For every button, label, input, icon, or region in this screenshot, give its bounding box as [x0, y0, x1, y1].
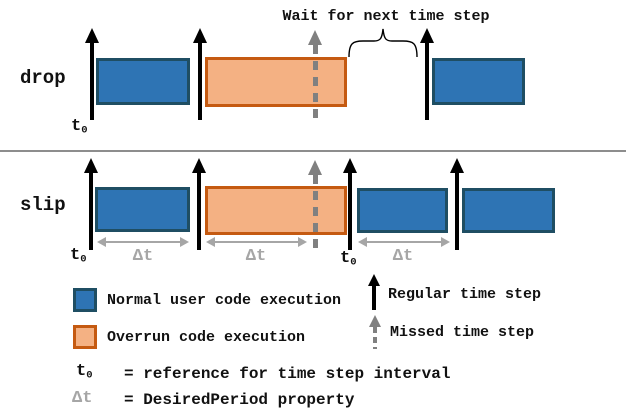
t0-reference-label: t0 — [70, 246, 87, 266]
delta-t-label: Δt — [245, 247, 267, 266]
arrow-head-icon — [368, 274, 380, 286]
regular-time-step-arrow — [85, 28, 99, 120]
t0-base: t — [76, 362, 87, 381]
delta-t-label: Δt — [392, 247, 414, 266]
arrow-shaft — [89, 173, 93, 250]
normal-execution-swatch — [73, 288, 97, 312]
regular-time-step-arrow — [420, 28, 434, 120]
arrow-shaft — [372, 286, 376, 310]
missed-time-step-legend-arrow — [369, 315, 381, 349]
arrow-head-icon — [308, 30, 322, 45]
arrow-shaft — [197, 173, 201, 250]
desired-period-interval-arrow — [97, 237, 189, 247]
t0-reference-label: t0 — [71, 117, 88, 137]
t0-base: t — [70, 246, 81, 265]
overrun-execution-legend-label: Overrun code execution — [107, 329, 306, 346]
regular-time-step-arrow — [192, 158, 206, 250]
t0-base: t — [340, 249, 351, 268]
arrow-head-icon — [343, 158, 357, 173]
missed-time-step-arrow — [308, 160, 322, 250]
normal-execution-block — [432, 58, 525, 105]
normal-execution-block — [357, 188, 448, 233]
arrow-shaft — [455, 173, 459, 250]
wait-annotation-label: Wait for next time step — [282, 8, 490, 25]
desired-period-interval-arrow — [358, 237, 450, 247]
arrow-left-head-icon — [358, 237, 367, 247]
arrow-head-icon — [369, 315, 381, 327]
missed-time-step-legend-label: Missed time step — [390, 324, 535, 341]
missed-time-step-arrow — [308, 30, 322, 120]
normal-execution-block — [462, 188, 555, 233]
arrow-shaft — [90, 43, 94, 120]
arrow-shaft — [312, 175, 318, 250]
arrow-head-icon — [193, 28, 207, 43]
t0-base: t — [71, 117, 82, 136]
regular-time-step-arrow — [343, 158, 357, 250]
arrow-shaft — [348, 173, 352, 250]
drop-row-label: drop — [20, 67, 66, 89]
arrow-left-head-icon — [206, 237, 215, 247]
arrow-line — [367, 241, 441, 243]
arrow-line — [215, 241, 298, 243]
t0-definition-symbol: t0 — [76, 362, 93, 382]
arrow-head-icon — [450, 158, 464, 173]
arrow-shaft — [312, 45, 318, 120]
arrow-head-icon — [420, 28, 434, 43]
overrun-execution-block — [205, 57, 347, 107]
regular-time-step-arrow — [450, 158, 464, 250]
row-divider — [0, 150, 626, 152]
arrow-line — [106, 241, 180, 243]
arrow-left-head-icon — [97, 237, 106, 247]
arrow-head-icon — [192, 158, 206, 173]
t0-subscript: 0 — [86, 369, 93, 382]
delta-t-definition-symbol: Δt — [72, 389, 93, 408]
arrow-right-head-icon — [441, 237, 450, 247]
t0-subscript: 0 — [81, 124, 88, 137]
regular-time-step-arrow — [193, 28, 207, 120]
normal-execution-legend-label: Normal user code execution — [107, 292, 342, 309]
arrow-head-icon — [85, 28, 99, 43]
overrun-execution-block — [205, 186, 347, 235]
regular-time-step-legend-label: Regular time step — [388, 286, 542, 303]
delta-t-definition-text: = DesiredPeriod property — [124, 391, 355, 409]
t0-subscript: 0 — [80, 253, 87, 266]
delta-t-label: Δt — [132, 247, 154, 266]
regular-time-step-arrow — [84, 158, 98, 250]
t0-reference-label: t0 — [340, 249, 357, 269]
wait-brace-icon — [348, 28, 418, 58]
normal-execution-block — [96, 58, 190, 105]
regular-time-step-legend-arrow — [368, 274, 380, 310]
arrow-head-icon — [308, 160, 322, 175]
t0-subscript: 0 — [350, 256, 357, 269]
arrow-right-head-icon — [180, 237, 189, 247]
arrow-shaft — [373, 327, 377, 349]
desired-period-interval-arrow — [206, 237, 307, 247]
overrun-execution-swatch — [73, 325, 97, 349]
arrow-right-head-icon — [298, 237, 307, 247]
normal-execution-block — [95, 187, 190, 232]
arrow-shaft — [425, 43, 429, 120]
arrow-head-icon — [84, 158, 98, 173]
t0-definition-text: = reference for time step interval — [124, 365, 451, 383]
slip-row-label: slip — [20, 194, 66, 216]
arrow-shaft — [198, 43, 202, 120]
